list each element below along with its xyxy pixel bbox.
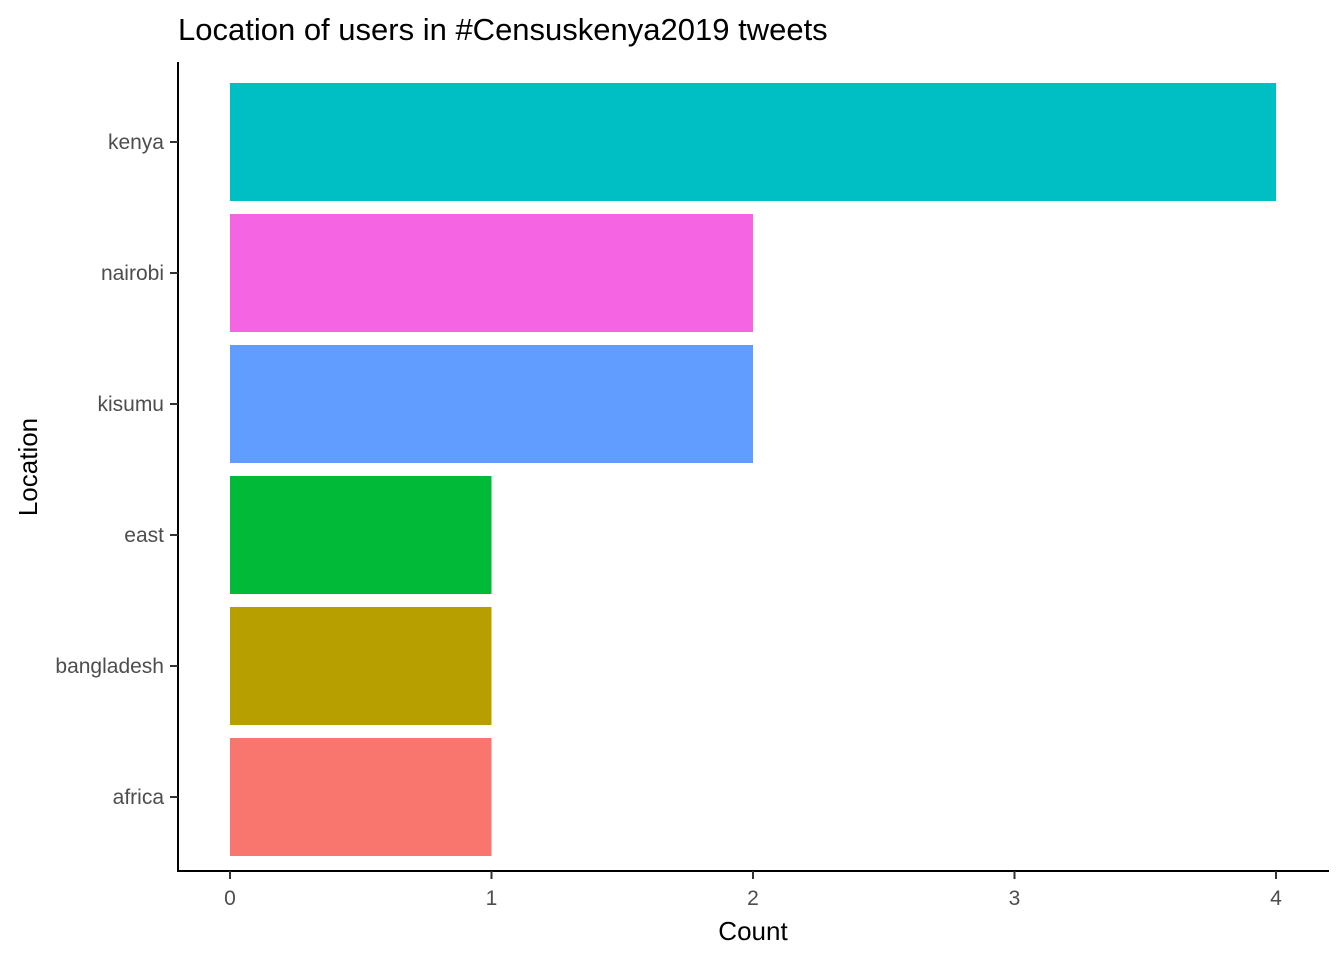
bars-layer (230, 83, 1276, 856)
x-tick-label: 2 (747, 887, 759, 910)
y-tick-label: nairobi (101, 262, 164, 285)
y-axis-title: Location (13, 418, 43, 516)
y-tick-label: kenya (108, 131, 164, 154)
y-tick-label: kisumu (97, 393, 164, 416)
y-tick-label: east (124, 524, 164, 547)
bar-africa (230, 738, 492, 856)
y-tick-label: bangladesh (55, 655, 164, 678)
y-tick-label: africa (113, 786, 165, 809)
bar-kisumu (230, 345, 753, 463)
x-ticks-layer: 0 1 2 3 4 (224, 871, 1282, 910)
x-tick-label: 3 (1009, 887, 1021, 910)
x-tick-label: 1 (486, 887, 498, 910)
y-ticks-layer: africa bangladesh east kisumu nairobi kenya (55, 131, 178, 809)
x-axis-title: Count (718, 916, 788, 946)
bar-bangladesh (230, 607, 492, 725)
bar-east (230, 476, 492, 594)
x-tick-label: 0 (224, 887, 236, 910)
bar-kenya (230, 83, 1276, 201)
bar-nairobi (230, 214, 753, 332)
x-tick-label: 4 (1270, 887, 1282, 910)
chart-title: Location of users in #Censuskenya2019 tw… (178, 12, 828, 47)
